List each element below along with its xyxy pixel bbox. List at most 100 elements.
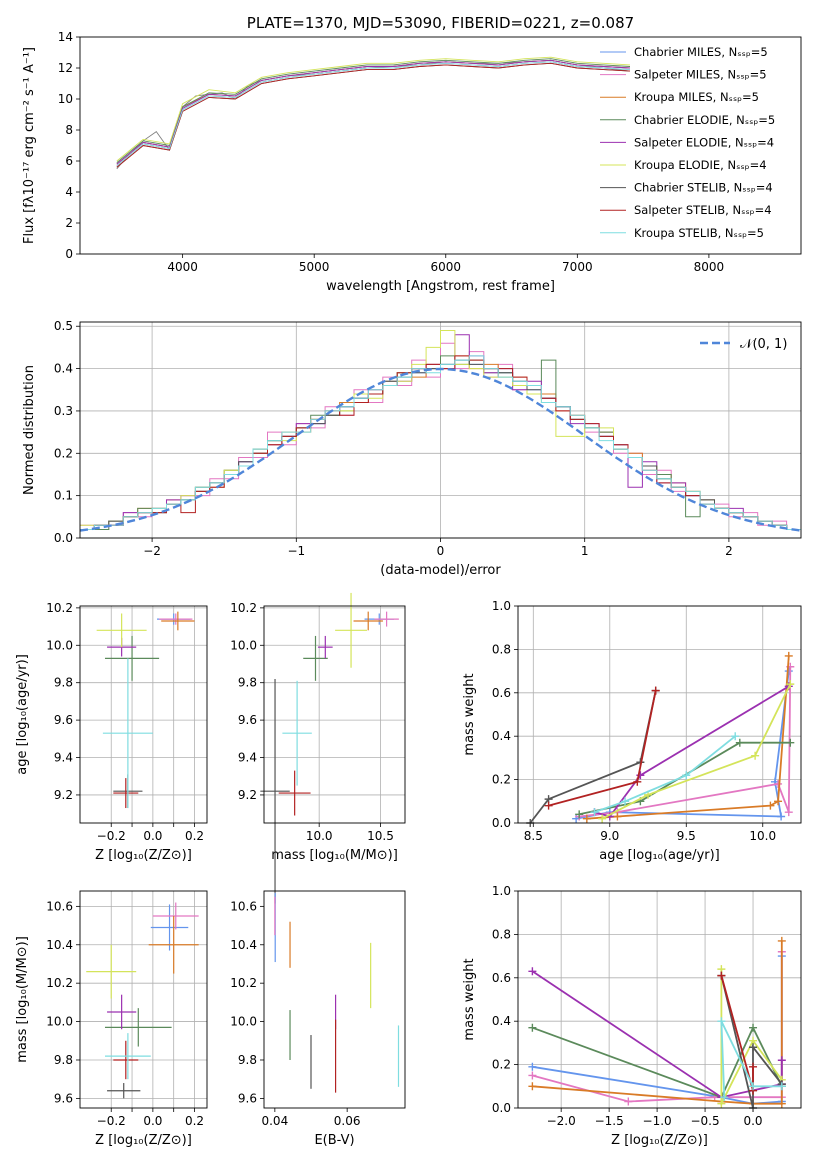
x-axis-label: Z [log₁₀(Z/Z⊙)]	[611, 1133, 708, 1148]
x-axis-label: E(B-V)	[314, 1133, 354, 1148]
y-tick-label: 0.2	[54, 446, 73, 460]
y-axis-label: mass [log₁₀(M/M⊙)]	[15, 936, 30, 1063]
errorbar-point	[148, 915, 199, 974]
model-spectrum-line	[116, 58, 631, 163]
y-tick-label: 10.4	[46, 938, 73, 952]
x-tick-label: 0.0	[143, 1114, 162, 1128]
legend-label: Chabrier MILES, Nₛₛₚ=5	[634, 45, 768, 59]
weight-series	[544, 686, 660, 810]
legend-label: Kroupa MILES, Nₛₛₚ=5	[634, 90, 759, 104]
age-vs-mass-panel: 10.0 10.5 9.2 9.4 9.6 9.8 10.0 10.2 mass [log₁₀(…	[230, 592, 406, 904]
weight-marker	[621, 797, 630, 806]
y-tick-label: 10.2	[46, 601, 73, 615]
x-tick-label: 0.06	[334, 1114, 361, 1128]
axes-frame	[517, 605, 802, 824]
mass-vs-extinction-panel: 0.04 0.06 9.6 9.8 10.0 10.2 10.4 10.6 E(B-V)	[230, 890, 406, 1148]
x-tick-label: 10.0	[306, 829, 333, 843]
weight-marker	[777, 936, 786, 945]
weight-line	[579, 666, 792, 818]
y-tick-label: 10.6	[46, 899, 73, 913]
y-tick-label: 10.4	[230, 938, 257, 952]
errorbar-point	[150, 904, 189, 951]
errorbar-point	[96, 613, 147, 648]
errorbar-point	[161, 611, 195, 631]
x-tick-label: 0.04	[261, 1114, 288, 1128]
x-tick-label: 9.0	[600, 829, 619, 843]
x-axis-label: Z [log₁₀(Z/Z⊙)]	[95, 848, 192, 863]
y-tick-label: 9.6	[238, 1091, 257, 1105]
x-tick-label: 8000	[694, 260, 725, 274]
weight-line	[586, 655, 790, 820]
x-tick-label: −0.2	[97, 1114, 126, 1128]
y-tick-label: 0	[65, 247, 73, 261]
y-tick-label: 0.4	[492, 1014, 511, 1028]
weight-marker	[575, 810, 584, 819]
y-tick-label: 9.2	[54, 788, 73, 802]
weight-marker	[528, 967, 537, 976]
weight-marker	[717, 1099, 726, 1108]
x-tick-label: 0.2	[185, 1114, 204, 1128]
weight-marker	[751, 751, 760, 760]
y-axis-label: age [log₁₀(age/yr)]	[15, 654, 30, 775]
weight-line	[594, 685, 790, 818]
weight-marker	[544, 801, 553, 810]
y-tick-label: 9.8	[238, 1053, 257, 1067]
y-tick-label: 9.8	[54, 676, 73, 690]
weight-marker	[786, 680, 795, 689]
x-tick-label: 0	[437, 544, 445, 558]
x-tick-label: 0.0	[143, 829, 162, 843]
errorbar-point	[107, 994, 137, 1030]
legend: 𝒩(0, 1)	[700, 337, 787, 352]
weight-marker	[774, 797, 783, 806]
weight-marker	[749, 1023, 758, 1032]
errorbar-point	[303, 635, 328, 681]
x-tick-label: −2	[143, 544, 161, 558]
y-tick-label: 0.0	[492, 816, 511, 830]
weight-marker	[777, 1056, 786, 1065]
y-tick-label: 12	[58, 61, 73, 75]
weight-marker	[720, 1093, 729, 1102]
legend: Chabrier MILES, Nₛₛₚ=5 Salpeter MILES, Nₛ…	[600, 45, 775, 240]
legend-label: Kroupa ELODIE, Nₛₛₚ=4	[634, 158, 767, 172]
weight-marker	[528, 1023, 537, 1032]
y-tick-label: 10	[58, 92, 73, 106]
weight-marker	[598, 814, 607, 823]
y-tick-label: 10.2	[46, 976, 73, 990]
mass-vs-metallicity-panel: −0.2 0.0 0.2 9.6 9.8 10.0 10.2 10.4 10.6 Z [log₁₀…	[15, 890, 208, 1148]
y-tick-label: 9.8	[238, 676, 257, 690]
y-tick-label: 0.0	[54, 531, 73, 545]
observed-spectrum-line	[116, 59, 631, 170]
y-axis-label: mass weight	[462, 673, 477, 755]
x-tick-label: 7000	[562, 260, 593, 274]
weight-line	[579, 741, 791, 816]
y-tick-label: 4	[65, 185, 73, 199]
y-tick-label: 8	[65, 123, 73, 137]
spectrum-panel: 4000 5000 6000 7000 8000 0 2 4 6 8 10 12 14 PLATE=137…	[22, 14, 802, 294]
weight-line	[720, 1020, 782, 1098]
y-tick-label: 0.8	[492, 642, 511, 656]
y-tick-label: 10.2	[230, 976, 257, 990]
y-tick-label: 10.0	[230, 638, 257, 652]
errorbar-point	[104, 1008, 172, 1047]
legend-label: Kroupa STELIB, Nₛₛₚ=5	[634, 226, 764, 240]
model-spectrum-line	[116, 59, 631, 165]
weight-line	[594, 735, 736, 813]
weight-marker	[774, 779, 783, 788]
weight-marker	[777, 812, 786, 821]
x-axis-label: age [log₁₀(age/yr)]	[599, 848, 720, 863]
weight-series	[582, 651, 793, 823]
y-tick-label: 0.1	[54, 489, 73, 503]
histogram-panel: −2 −1 0 1 2 0.0 0.1 0.2 0.3 0.4 0.5 (data-model)/er…	[22, 319, 802, 578]
y-tick-label: 0.6	[492, 971, 511, 985]
axes-frame	[517, 890, 802, 1109]
legend-label: Salpeter STELIB, Nₛₛₚ=4	[634, 203, 772, 217]
y-tick-label: 0.3	[54, 404, 73, 418]
errorbar-point	[113, 778, 139, 809]
legend-label: Salpeter ELODIE, Nₛₛₚ=4	[634, 135, 774, 149]
errorbar-point	[107, 1083, 141, 1099]
x-axis-label: (data-model)/error	[380, 563, 501, 578]
spectrum-lines	[116, 56, 631, 170]
x-tick-label: 9.5	[677, 829, 696, 843]
x-tick-label: 1	[581, 544, 589, 558]
